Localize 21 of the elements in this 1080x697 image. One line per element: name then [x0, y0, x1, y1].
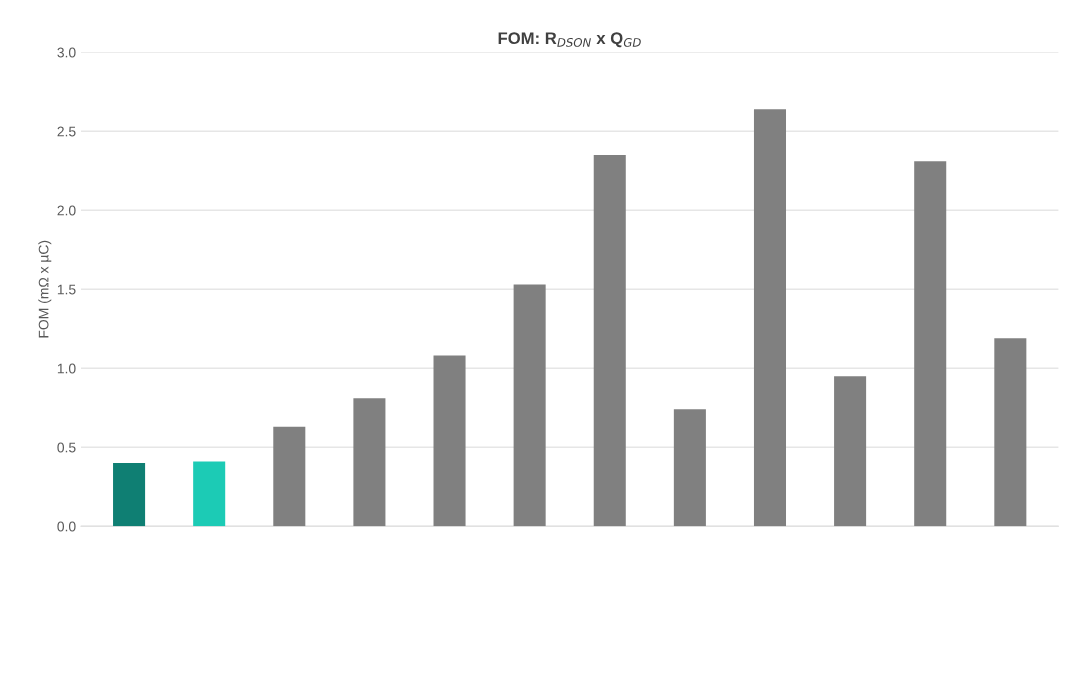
y-tick-label: 2.5: [57, 126, 76, 137]
bar: [513, 284, 546, 527]
y-tick-label: 2.0: [57, 205, 76, 216]
bar: [673, 409, 706, 527]
bar: [113, 463, 146, 527]
bar: [753, 109, 787, 527]
bar: [433, 355, 466, 527]
y-tick-label: 1.0: [57, 363, 76, 374]
bar: [593, 154, 626, 527]
bar: [834, 376, 867, 527]
bar: [994, 338, 1027, 527]
y-axis-title: FOM (mΩ x µC): [38, 240, 52, 338]
bar: [914, 161, 947, 527]
chart-title: FOM: R$_{DSON}$ x Q$_{GD}$: [498, 32, 641, 48]
y-tick-label: 0.0: [57, 521, 76, 532]
y-tick-label: 3.0: [57, 47, 76, 58]
y-tick-label: 0.5: [57, 442, 76, 453]
bar: [273, 426, 306, 527]
bar: [353, 398, 386, 527]
bar: [193, 461, 226, 527]
y-tick-label: 1.5: [57, 284, 76, 295]
